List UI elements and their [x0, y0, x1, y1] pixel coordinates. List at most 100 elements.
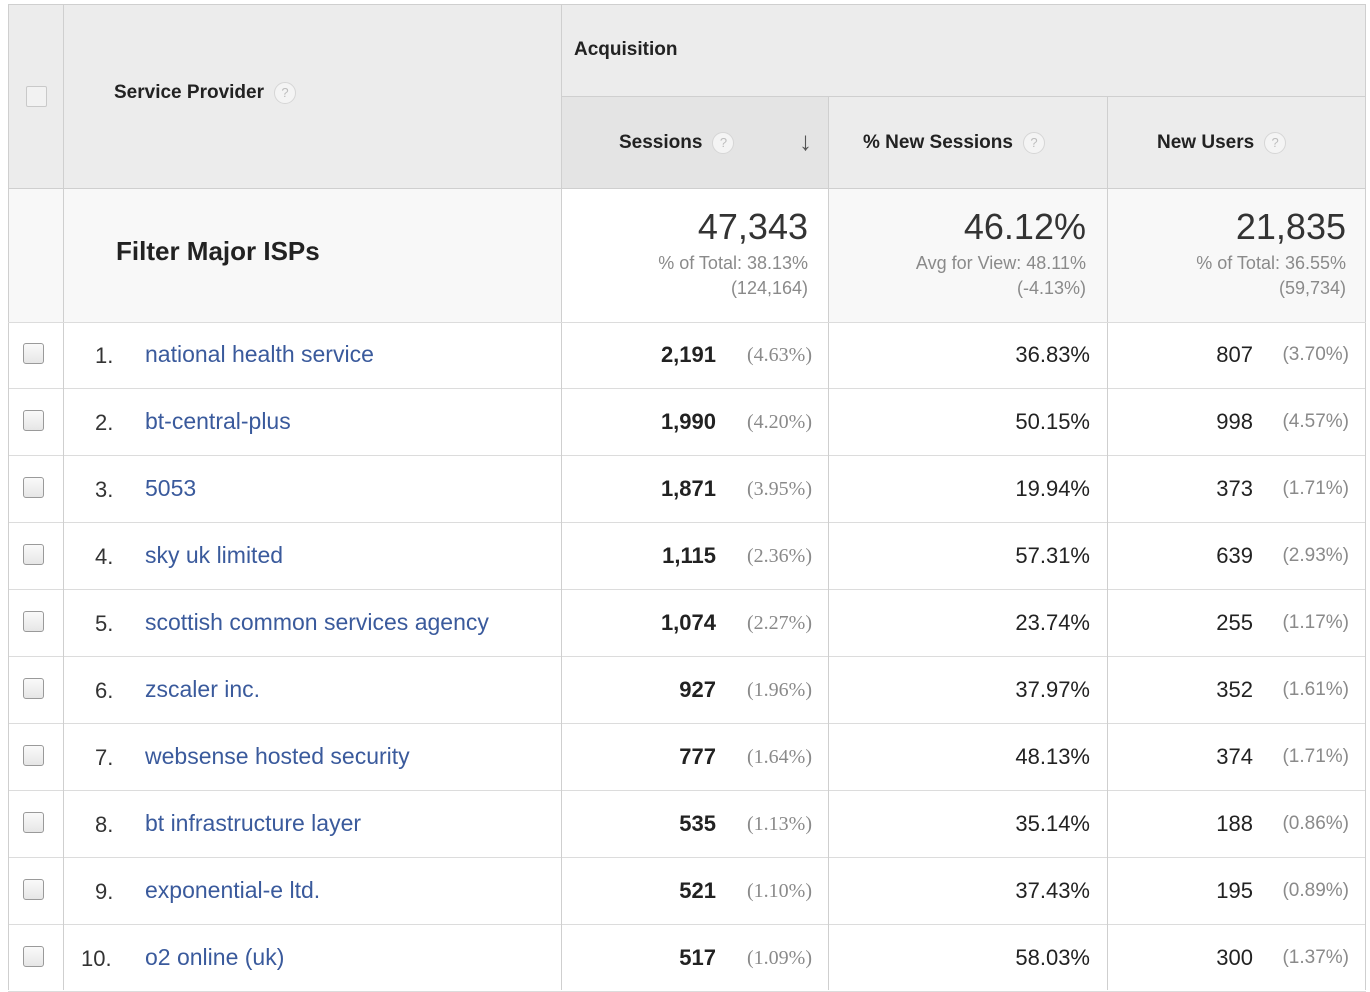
row-number: 9.: [95, 879, 114, 904]
summary-row-metrics-bg: [828, 188, 1366, 323]
new-sessions-column-header[interactable]: % New Sessions?: [863, 132, 1045, 154]
new-users-value: 188: [1216, 811, 1253, 836]
new-sessions-value: 23.74%: [1015, 610, 1090, 635]
new-users-percent: (4.57%): [1282, 411, 1349, 432]
row-checkbox[interactable]: [23, 611, 44, 632]
summary-new-users-total-count: (59,734): [1278, 278, 1346, 298]
divider: [8, 322, 1366, 323]
table-row: 7. websense hosted security 777 (1.64%) 48.1…: [8, 724, 1366, 791]
new-users-percent: (1.71%): [1282, 478, 1349, 499]
summary-sessions-value: 47,343: [697, 206, 808, 247]
row-checkbox[interactable]: [23, 477, 44, 498]
table-row: 2. bt-central-plus 1,990 (4.20%) 50.15% 998 (4…: [8, 389, 1366, 456]
row-checkbox[interactable]: [23, 410, 44, 431]
row-number: 10.: [81, 946, 112, 971]
sessions-percent: (4.63%): [747, 344, 812, 366]
summary-sessions-total-count: (124,164): [730, 278, 808, 298]
new-users-value: 374: [1216, 744, 1253, 769]
new-sessions-value: 19.94%: [1015, 476, 1090, 501]
new-users-percent: (0.86%): [1282, 813, 1349, 834]
summary-new-sessions-avg: Avg for View: 48.11%: [915, 253, 1086, 273]
row-checkbox[interactable]: [23, 678, 44, 699]
row-checkbox[interactable]: [23, 745, 44, 766]
new-users-value: 255: [1216, 610, 1253, 635]
service-provider-link[interactable]: national health service: [145, 341, 374, 367]
row-divider: [8, 455, 1366, 456]
service-provider-link[interactable]: scottish common services agency: [145, 609, 489, 635]
table-row: 1. national health service 2,191 (4.63%) 36.…: [8, 322, 1366, 389]
sort-descending-icon[interactable]: ↓: [799, 126, 812, 156]
service-provider-link[interactable]: bt infrastructure layer: [145, 810, 362, 836]
row-number: 3.: [95, 477, 114, 502]
row-checkbox[interactable]: [23, 544, 44, 565]
sessions-percent: (4.20%): [747, 411, 812, 433]
sessions-percent: (1.13%): [747, 813, 812, 835]
new-sessions-value: 50.15%: [1015, 409, 1090, 434]
help-icon[interactable]: ?: [1022, 132, 1045, 154]
new-users-value: 373: [1216, 476, 1253, 501]
new-sessions-value: 37.43%: [1015, 878, 1090, 903]
new-users-percent: (2.93%): [1282, 545, 1349, 566]
service-provider-link[interactable]: bt-central-plus: [145, 408, 291, 434]
help-icon[interactable]: ?: [1264, 132, 1287, 154]
new-sessions-value: 35.14%: [1015, 811, 1090, 836]
sessions-value: 535: [679, 811, 716, 836]
new-users-value: 639: [1216, 543, 1253, 568]
sessions-percent: (1.09%): [747, 947, 812, 969]
new-users-percent: (1.17%): [1282, 612, 1349, 633]
row-checkbox[interactable]: [23, 946, 44, 967]
summary-sessions-total: % of Total: 38.13%: [658, 253, 808, 273]
table-row: 10. o2 online (uk) 517 (1.09%) 58.03% 300 (1.3…: [8, 925, 1366, 992]
row-number: 4.: [95, 544, 114, 569]
segment-label: Filter Major ISPs: [116, 236, 320, 266]
row-divider: [8, 857, 1366, 858]
acquisition-group-header: Acquisition: [574, 39, 678, 60]
summary-row-sessions-bg: [562, 188, 828, 323]
sessions-header-background: [562, 97, 828, 188]
row-checkbox[interactable]: [23, 343, 44, 364]
select-all-checkbox[interactable]: [26, 86, 47, 107]
row-divider: [8, 522, 1366, 523]
service-provider-link[interactable]: exponential-e ltd.: [145, 877, 321, 903]
sessions-value: 517: [679, 945, 716, 970]
table-row: 3. 5053 1,871 (3.95%) 19.94% 373 (1.71%): [8, 456, 1366, 523]
help-icon[interactable]: ?: [273, 82, 296, 104]
summary-new-users-total: % of Total: 36.55%: [1196, 253, 1346, 273]
table-row: 9. exponential-e ltd. 521 (1.10%) 37.43% 195 (…: [8, 858, 1366, 925]
new-sessions-value: 36.83%: [1015, 342, 1090, 367]
divider: [1107, 97, 1108, 990]
new-users-value: 195: [1216, 878, 1253, 903]
new-users-column-header[interactable]: New Users?: [1157, 132, 1287, 154]
dimension-header[interactable]: Service Provider?: [114, 82, 296, 104]
new-users-percent: (0.89%): [1282, 880, 1349, 901]
row-divider: [8, 924, 1366, 925]
service-provider-link[interactable]: 5053: [145, 475, 197, 501]
row-divider: [8, 388, 1366, 389]
sessions-value: 927: [679, 677, 716, 702]
service-provider-link[interactable]: zscaler inc.: [145, 676, 261, 702]
sessions-column-header[interactable]: Sessions?: [619, 132, 735, 154]
row-number: 5.: [95, 611, 114, 636]
new-sessions-value: 57.31%: [1015, 543, 1090, 568]
sessions-value: 777: [679, 744, 716, 769]
service-provider-link[interactable]: o2 online (uk): [145, 944, 285, 970]
new-users-value: 352: [1216, 677, 1253, 702]
divider: [63, 4, 64, 990]
row-checkbox[interactable]: [23, 879, 44, 900]
sessions-value: 1,871: [660, 476, 716, 501]
new-users-percent: (3.70%): [1282, 344, 1349, 365]
row-divider: [8, 790, 1366, 791]
service-provider-link[interactable]: sky uk limited: [145, 542, 284, 568]
table-row: 6. zscaler inc. 927 (1.96%) 37.97% 352 (1.61%): [8, 657, 1366, 724]
row-divider: [8, 723, 1366, 724]
new-sessions-value: 48.13%: [1015, 744, 1090, 769]
sessions-percent: (1.96%): [747, 679, 812, 701]
help-icon[interactable]: ?: [712, 132, 735, 154]
row-checkbox[interactable]: [23, 812, 44, 833]
row-number: 6.: [95, 678, 114, 703]
new-users-value: 807: [1216, 342, 1253, 367]
service-provider-link[interactable]: websense hosted security: [145, 743, 410, 769]
sessions-value: 521: [679, 878, 716, 903]
table-row: 4. sky uk limited 1,115 (2.36%) 57.31% 639 (2.…: [8, 523, 1366, 590]
divider: [8, 188, 1366, 189]
